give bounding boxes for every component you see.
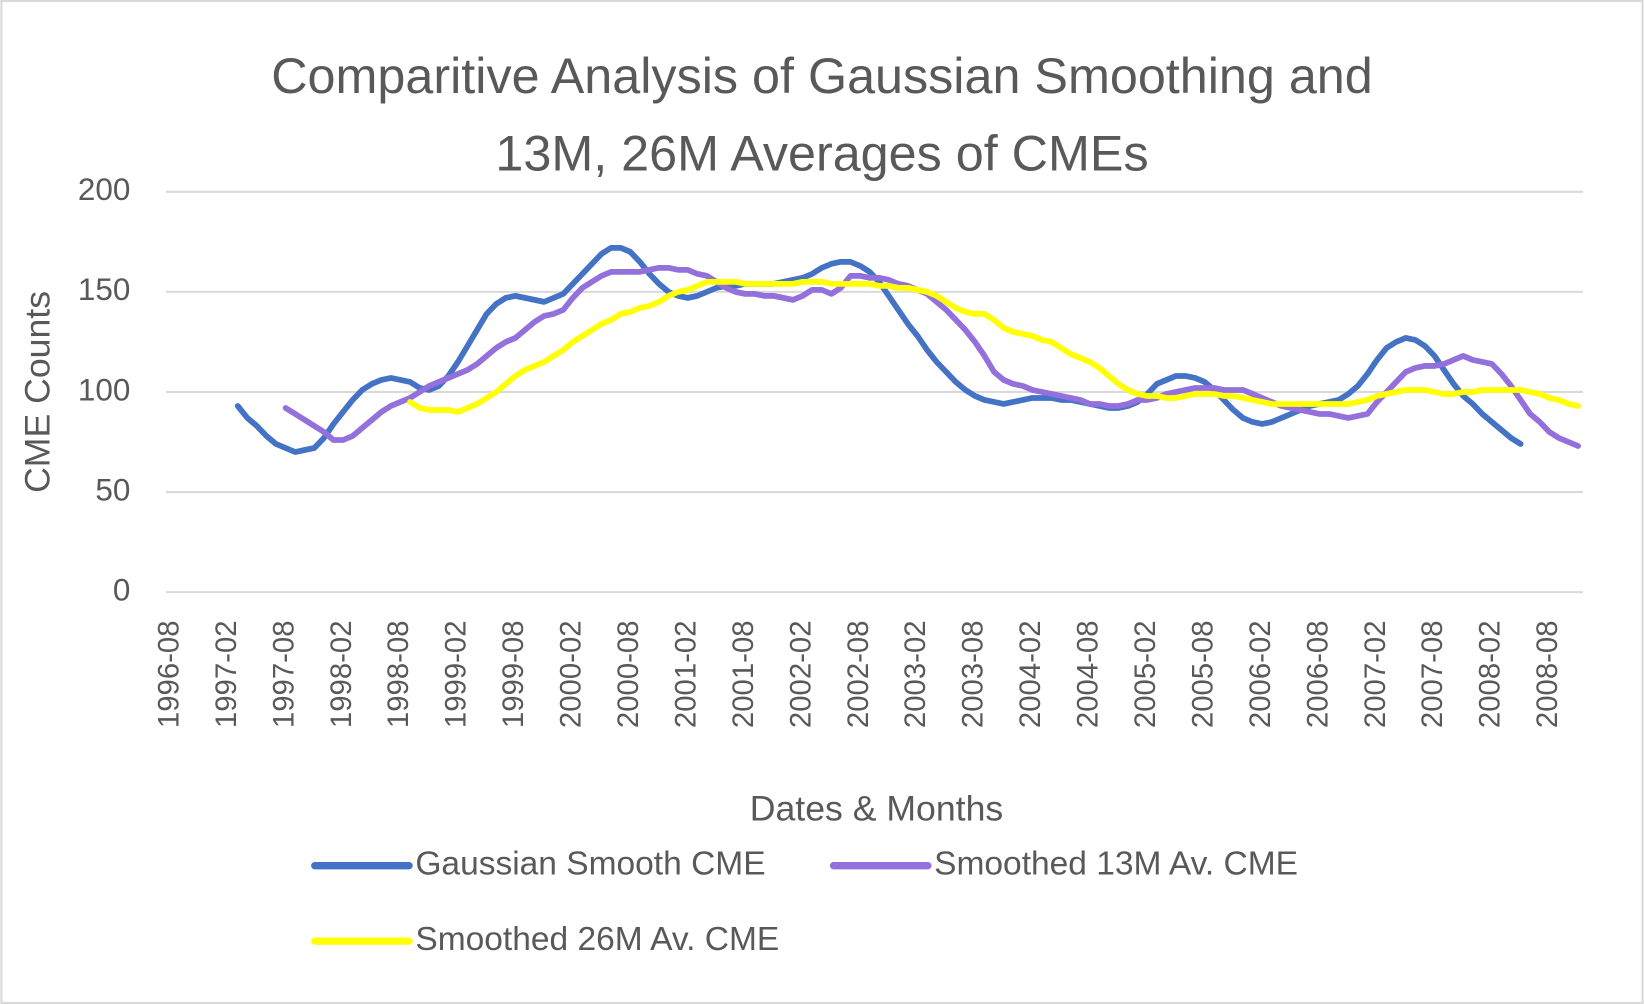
x-tick-label: 2008-02	[1474, 620, 1507, 728]
x-tick-label: 2008-08	[1531, 620, 1564, 728]
x-tick-label: 1999-02	[440, 620, 473, 728]
x-tick-label: 2007-02	[1359, 620, 1392, 728]
y-tick-label: 150	[78, 272, 130, 307]
x-tick-label: 2001-02	[669, 620, 702, 728]
legend-label: Smoothed 13M Av. CME	[934, 846, 1298, 883]
y-tick-label: 200	[78, 172, 130, 207]
y-tick-label: 100	[78, 372, 130, 407]
x-tick-label: 1998-02	[325, 620, 358, 728]
x-tick-label: 1996-08	[152, 620, 185, 728]
x-tick-label: 2004-08	[1072, 620, 1105, 728]
y-axis-title: CME Counts	[18, 291, 58, 493]
y-tick-label: 50	[95, 472, 130, 507]
x-axis-title: Dates & Months	[750, 789, 1003, 829]
x-tick-label: 2005-02	[1129, 620, 1162, 728]
x-tick-label: 2006-02	[1244, 620, 1277, 728]
chart-title: 13M, 26M Averages of CMEs	[495, 124, 1148, 181]
series-line	[407, 278, 1581, 415]
series-line	[234, 244, 1524, 455]
legend-label: Smoothed 26M Av. CME	[415, 921, 779, 958]
x-tick-label: 2004-02	[1014, 620, 1047, 728]
x-tick-label: 2000-02	[555, 620, 588, 728]
x-tick-label: 1997-02	[210, 620, 243, 728]
x-tick-label: 2002-08	[842, 620, 875, 728]
x-tick-label: 2000-08	[612, 620, 645, 728]
x-tick-label: 1998-08	[382, 620, 415, 728]
x-tick-label: 1997-08	[267, 620, 300, 728]
series-line	[282, 264, 1581, 449]
x-tick-label: 2001-08	[727, 620, 760, 728]
x-tick-label: 2007-08	[1416, 620, 1449, 728]
x-tick-label: 2003-08	[957, 620, 990, 728]
y-tick-label: 0	[113, 572, 130, 607]
x-tick-label: 2005-08	[1186, 620, 1219, 728]
chart-title: Comparitive Analysis of Gaussian Smoothi…	[271, 47, 1373, 104]
x-tick-label: 2006-08	[1301, 620, 1334, 728]
x-tick-label: 2003-02	[899, 620, 932, 728]
x-tick-label: 1999-08	[497, 620, 530, 728]
x-tick-label: 2002-02	[784, 620, 817, 728]
legend-label: Gaussian Smooth CME	[415, 846, 765, 883]
